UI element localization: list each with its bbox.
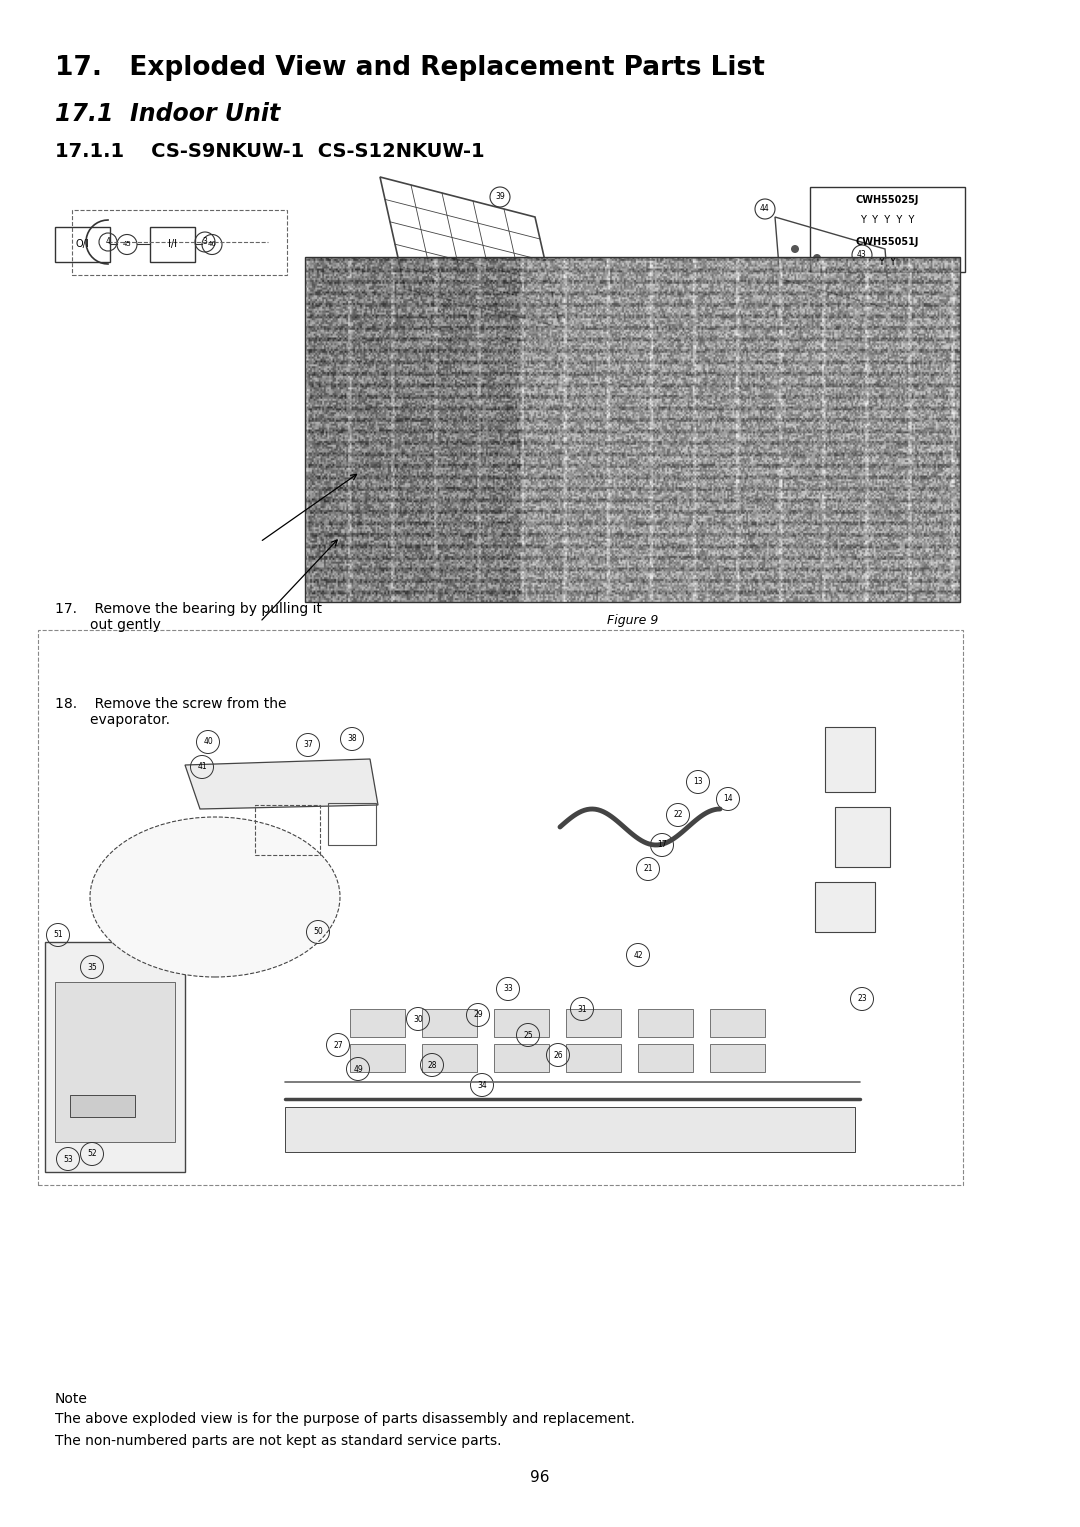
Circle shape: [835, 263, 843, 270]
Bar: [150, 228, 195, 263]
Text: 17.1.1    CS-S9NKUW-1  CS-S12NKUW-1: 17.1.1 CS-S9NKUW-1 CS-S12NKUW-1: [55, 142, 485, 160]
Text: 50: 50: [313, 927, 323, 936]
Bar: [494, 1009, 549, 1037]
Bar: [55, 982, 175, 1142]
Bar: [45, 942, 185, 1173]
Text: 28: 28: [428, 1060, 436, 1069]
Text: 33: 33: [503, 985, 513, 994]
Text: 22: 22: [673, 811, 683, 820]
Bar: [566, 1009, 621, 1037]
Polygon shape: [185, 759, 378, 809]
Text: Figure 9: Figure 9: [607, 614, 658, 628]
Text: Y  Y  Y  Y  Y: Y Y Y Y Y: [861, 215, 915, 224]
Bar: [815, 883, 875, 931]
Text: 53: 53: [63, 1154, 72, 1164]
Bar: [835, 806, 890, 867]
Text: 96: 96: [530, 1471, 550, 1484]
Text: Note: Note: [55, 1393, 87, 1406]
Text: 46: 46: [207, 241, 216, 247]
Bar: [825, 727, 875, 793]
Text: CWH55051J: CWH55051J: [855, 237, 919, 247]
Bar: [638, 1044, 693, 1072]
Bar: [350, 1044, 405, 1072]
Circle shape: [813, 253, 821, 263]
Ellipse shape: [90, 817, 340, 977]
Bar: [255, 805, 320, 855]
Text: Y  Y: Y Y: [878, 257, 896, 267]
Bar: [70, 1095, 135, 1116]
Text: 49: 49: [353, 1064, 363, 1073]
Bar: [350, 1009, 405, 1037]
Bar: [305, 257, 960, 602]
Text: 13: 13: [693, 777, 703, 786]
Bar: [494, 1044, 549, 1072]
Text: 27: 27: [334, 1040, 342, 1049]
Text: 18.    Remove the screw from the
        evaporator.: 18. Remove the screw from the evaporator…: [55, 696, 286, 727]
Text: CWH55025J: CWH55025J: [855, 195, 919, 205]
Text: 40: 40: [203, 738, 213, 747]
Text: 23: 23: [858, 994, 867, 1003]
Text: 3: 3: [203, 238, 207, 246]
Bar: [710, 1009, 765, 1037]
Text: 25: 25: [523, 1031, 532, 1040]
Circle shape: [858, 272, 865, 279]
Text: 14: 14: [724, 794, 733, 803]
Circle shape: [791, 244, 799, 253]
Text: 39: 39: [495, 192, 504, 202]
Text: 44: 44: [760, 205, 770, 214]
Text: 41: 41: [198, 762, 206, 771]
Text: 17.    Remove the bearing by pulling it
        out gently: 17. Remove the bearing by pulling it out…: [55, 602, 322, 632]
Bar: [566, 1044, 621, 1072]
Text: 29: 29: [473, 1011, 483, 1020]
Text: 42: 42: [633, 950, 643, 959]
Text: 26: 26: [553, 1051, 563, 1060]
Text: 51: 51: [53, 930, 63, 939]
Text: 52: 52: [87, 1150, 97, 1159]
Text: The above exploded view is for the purpose of parts disassembly and replacement.: The above exploded view is for the purpo…: [55, 1412, 635, 1426]
Bar: [422, 1009, 477, 1037]
Text: 43: 43: [858, 250, 867, 260]
Bar: [810, 186, 966, 272]
Bar: [38, 631, 963, 1185]
Text: I/I: I/I: [168, 240, 177, 249]
Bar: [422, 1044, 477, 1072]
Bar: [55, 228, 110, 263]
Text: 31: 31: [577, 1005, 586, 1014]
Text: 17.1  Indoor Unit: 17.1 Indoor Unit: [55, 102, 280, 127]
Text: 21: 21: [644, 864, 652, 873]
Text: The non-numbered parts are not kept as standard service parts.: The non-numbered parts are not kept as s…: [55, 1434, 501, 1448]
Text: 34: 34: [477, 1081, 487, 1089]
Bar: [285, 1107, 855, 1151]
Text: 4: 4: [106, 238, 110, 246]
Bar: [638, 1009, 693, 1037]
Bar: [328, 803, 376, 844]
Text: 38: 38: [347, 734, 356, 744]
Bar: [72, 211, 287, 275]
Text: O/I: O/I: [76, 240, 90, 249]
Bar: [710, 1044, 765, 1072]
Text: 35: 35: [87, 962, 97, 971]
Text: 45: 45: [123, 241, 132, 247]
Text: 30: 30: [414, 1014, 423, 1023]
Text: 37: 37: [303, 741, 313, 750]
Text: 17: 17: [658, 840, 666, 849]
Text: 17.   Exploded View and Replacement Parts List: 17. Exploded View and Replacement Parts …: [55, 55, 765, 81]
